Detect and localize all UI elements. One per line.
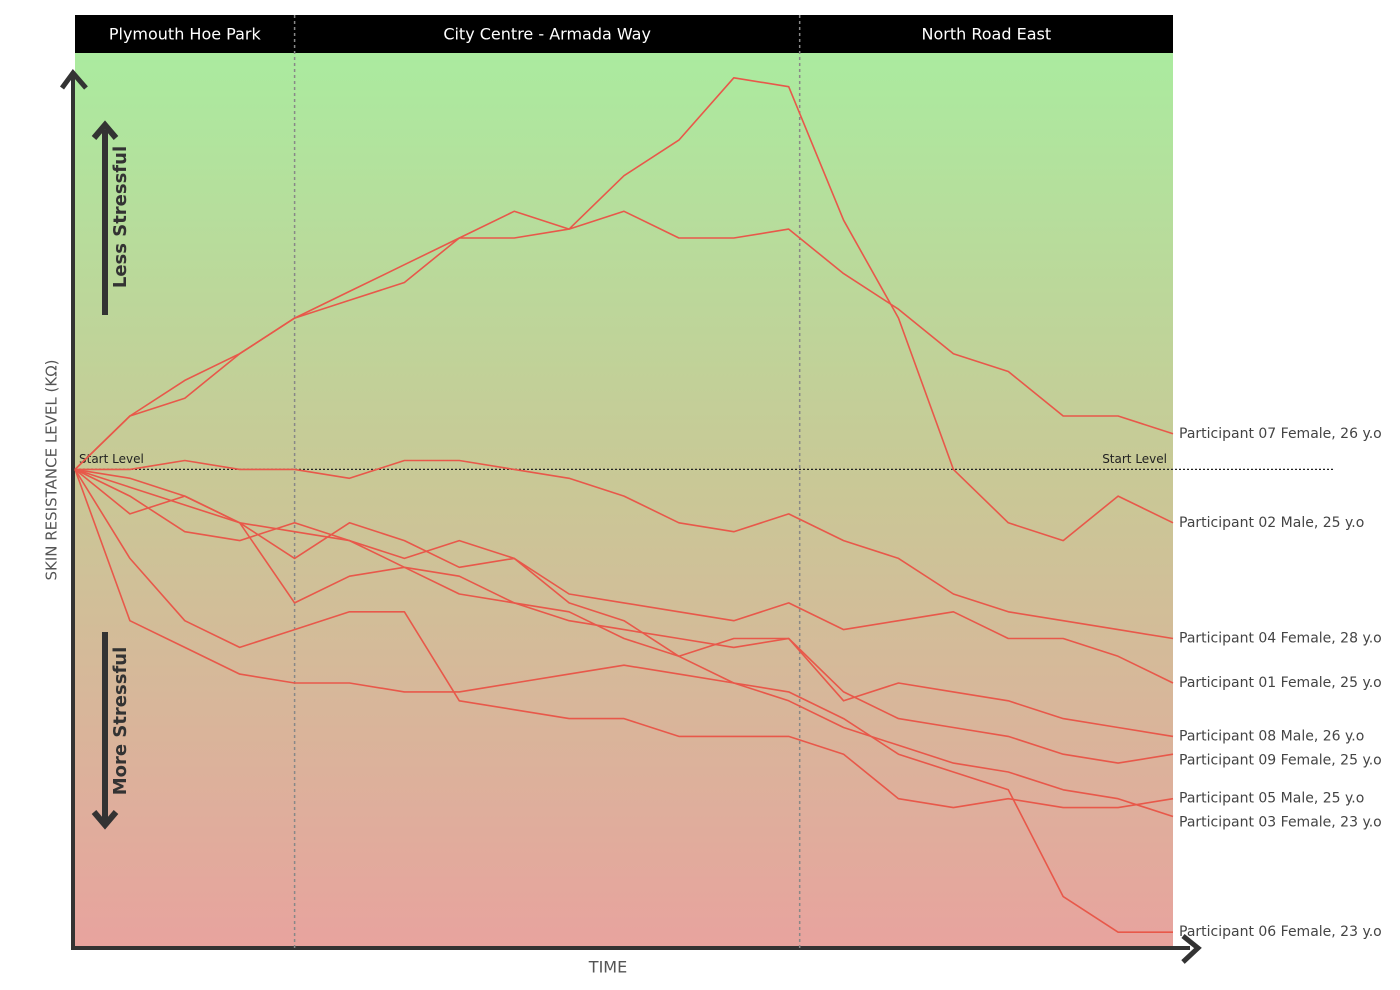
series-label: Participant 04 Female, 28 y.o bbox=[1179, 631, 1382, 647]
series-label: Participant 08 Male, 26 y.o bbox=[1179, 728, 1364, 744]
series-label: Participant 01 Female, 25 y.o bbox=[1179, 675, 1382, 691]
y-axis-label: SKIN RESISTANCE LEVEL (KΩ) bbox=[43, 359, 61, 580]
series-label: Participant 03 Female, 23 y.o bbox=[1179, 815, 1382, 831]
series-label: Participant 06 Female, 23 y.o bbox=[1179, 924, 1382, 940]
plot-background bbox=[75, 15, 1173, 948]
annotation-less-stressful: Less Stressful bbox=[110, 146, 131, 288]
start-level-label: Start Level bbox=[1102, 452, 1167, 466]
region-label: North Road East bbox=[922, 25, 1052, 44]
down-arrow bbox=[91, 632, 119, 830]
x-arrowhead bbox=[1181, 934, 1202, 964]
series-label: Participant 05 Male, 25 y.o bbox=[1179, 791, 1364, 807]
region-label: City Centre - Armada Way bbox=[443, 25, 651, 44]
region-label: Plymouth Hoe Park bbox=[109, 25, 262, 44]
series-label: Participant 09 Female, 25 y.o bbox=[1179, 752, 1382, 768]
start-level-label: Start Level bbox=[79, 452, 144, 466]
series-line bbox=[74, 468, 1174, 818]
plot-layer: Plymouth Hoe Park City Centre - Armada Wa… bbox=[74, 15, 1382, 948]
series-label: Participant 07 Female, 26 y.o bbox=[1179, 426, 1382, 442]
series-line bbox=[74, 468, 1174, 764]
up-arrow bbox=[91, 120, 119, 315]
series-line bbox=[74, 469, 1173, 933]
series-line bbox=[74, 468, 1174, 738]
y-arrowhead bbox=[59, 68, 88, 90]
series-label: Participant 02 Male, 25 y.o bbox=[1179, 515, 1364, 531]
annotation-more-stressful: More Stressful bbox=[110, 647, 131, 796]
series-line bbox=[75, 459, 1174, 640]
x-axis-label: TIME bbox=[588, 958, 627, 977]
axes bbox=[71, 75, 1190, 950]
series-line bbox=[74, 77, 1174, 542]
region-header bbox=[75, 15, 1173, 53]
series-line bbox=[74, 468, 1174, 809]
